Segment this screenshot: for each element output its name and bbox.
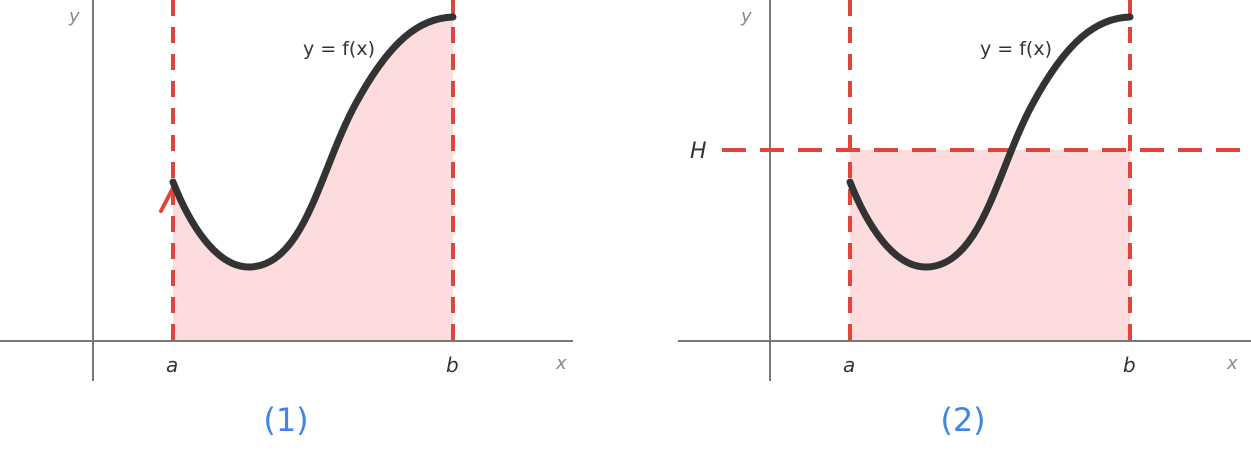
function-label: y = f(x) [980,38,1052,60]
h-label: H [690,139,707,164]
y-axis-label: y [68,6,80,27]
x-axis-label: x [555,353,567,374]
a-label: a [843,353,855,377]
x-axis-label: x [1226,353,1238,374]
b-label: b [446,353,459,377]
caption-2: (2) [940,401,985,439]
y-axis-label: y [740,6,752,27]
function-curve [846,13,1134,271]
function-label: y = f(x) [303,38,375,60]
caption-1: (1) [263,401,308,439]
panel-2: y x y = f(x) H a b (2) [678,0,1251,439]
panel-1: y x y = f(x) a b (1) [0,0,573,439]
area-under-curve [173,17,453,341]
b-label: b [1123,353,1136,377]
function-curve [169,13,457,271]
area-rectangle [850,150,1130,341]
a-label: a [166,353,178,377]
tangent-mark [159,184,176,213]
